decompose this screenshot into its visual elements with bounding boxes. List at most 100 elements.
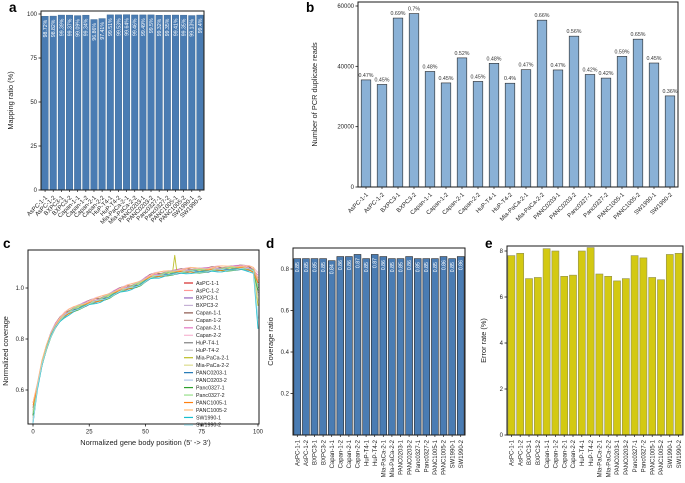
svg-text:0.86: 0.86 [338,260,344,270]
svg-text:BXPC3-2: BXPC3-2 [321,439,327,465]
svg-text:Panc0327-2: Panc0327-2 [642,439,648,472]
svg-text:SW1990-1: SW1990-1 [668,439,674,468]
svg-text:BXPC3-2: BXPC3-2 [196,303,218,309]
bars [507,247,683,436]
svg-text:98.72%: 98.72% [43,19,49,37]
svg-text:99.09%: 99.09% [76,19,82,37]
legend: AsPC-1-1AsPC-1-2BXPC3-1BXPC3-2Capan-1-1C… [184,281,229,429]
svg-text:0.47%: 0.47% [518,63,533,69]
svg-text:0.8: 0.8 [16,337,25,343]
svg-text:99.34%: 99.34% [84,18,90,36]
svg-text:BXPC3-1: BXPC3-1 [313,439,319,465]
svg-text:Panc0327-1: Panc0327-1 [633,439,639,472]
svg-text:99.37%: 99.37% [67,18,73,36]
svg-text:Capan-1-2: Capan-1-2 [554,439,560,468]
svg-text:Capan-1-1: Capan-1-1 [196,311,221,317]
svg-text:99.41%: 99.41% [173,18,179,36]
svg-text:99.39%: 99.39% [59,18,65,36]
svg-text:0.85: 0.85 [398,262,404,272]
svg-text:0.42%: 0.42% [598,71,613,77]
svg-text:0.85: 0.85 [304,262,310,272]
svg-text:0.65%: 0.65% [630,32,645,38]
svg-text:99.64%: 99.64% [124,18,130,36]
svg-text:0.85: 0.85 [416,262,422,272]
svg-text:SW1990-1: SW1990-1 [450,439,456,468]
svg-text:40000: 40000 [337,64,354,70]
svg-text:20000: 20000 [337,125,354,131]
svg-text:99.4%: 99.4% [198,18,204,33]
svg-text:PANC0203-1: PANC0203-1 [196,370,227,376]
svg-text:0.85: 0.85 [364,262,370,272]
svg-text:Capan-2-1: Capan-2-1 [196,326,221,332]
svg-text:AsPC-1-2: AsPC-1-2 [518,439,524,466]
svg-text:0.86: 0.86 [459,260,465,270]
svg-text:Panc0327-2: Panc0327-2 [196,393,225,399]
svg-text:Panc0327-1: Panc0327-1 [416,439,422,472]
svg-text:99.49%: 99.49% [141,18,147,36]
svg-text:0.69%: 0.69% [390,11,405,17]
svg-text:Normalized gene body position: Normalized gene body position (5' -> 3') [80,438,210,447]
svg-text:0.85: 0.85 [433,262,439,272]
bars [360,13,676,188]
svg-text:0.85: 0.85 [424,262,430,272]
svg-text:Panc0327-2: Panc0327-2 [425,439,431,472]
panel-letter-a: a [9,0,17,15]
svg-text:0.59%: 0.59% [614,49,629,55]
svg-text:0.6: 0.6 [16,388,25,394]
panel-letter-b: b [306,0,315,15]
svg-text:PANC0203-2: PANC0203-2 [624,439,630,475]
svg-text:AsPC-1-1: AsPC-1-1 [196,281,219,287]
svg-text:0.4%: 0.4% [504,76,516,82]
series-line [32,268,259,424]
svg-text:BXPC3-1: BXPC3-1 [196,296,218,302]
svg-text:PANC1005-2: PANC1005-2 [659,439,665,475]
svg-text:0.86: 0.86 [347,260,353,270]
svg-text:PANC0203-1: PANC0203-1 [399,439,405,475]
svg-text:AsPC-1-1: AsPC-1-1 [510,439,516,466]
svg-text:Capan-2-2: Capan-2-2 [196,333,221,339]
svg-text:100: 100 [27,12,38,18]
svg-text:BXPC3-1: BXPC3-1 [527,439,533,465]
svg-text:60000: 60000 [337,4,354,10]
svg-text:0.87: 0.87 [373,258,379,268]
svg-text:0: 0 [351,185,355,191]
svg-text:Normalized coverage: Normalized coverage [1,316,10,386]
svg-text:0.85: 0.85 [321,262,327,272]
svg-text:0.45%: 0.45% [646,56,661,62]
svg-text:Capan-1-2: Capan-1-2 [339,439,345,468]
svg-text:PANC1005-1: PANC1005-1 [650,439,656,475]
svg-text:97.41%: 97.41% [100,22,106,40]
svg-text:6: 6 [500,295,504,301]
svg-text:1.0: 1.0 [16,286,25,292]
svg-text:99.53%: 99.53% [116,18,122,36]
svg-text:PANC0203-2: PANC0203-2 [196,378,227,384]
svg-text:Capan-2-1: Capan-2-1 [562,439,568,468]
panel-letter-d: d [266,236,275,251]
bars [293,254,465,436]
svg-text:0.36%: 0.36% [662,89,677,95]
svg-text:PANC1005-2: PANC1005-2 [442,439,448,475]
svg-text:25: 25 [86,430,93,436]
svg-text:99.35%: 99.35% [165,18,171,36]
svg-text:99.35%: 99.35% [182,18,188,36]
svg-text:HuP-T4-2: HuP-T4-2 [589,439,595,466]
svg-text:0.47%: 0.47% [358,73,373,79]
svg-text:BXPC3-2: BXPC3-2 [536,439,542,465]
svg-text:PANC1005-1: PANC1005-1 [433,439,439,475]
svg-text:Mapping ratio (%): Mapping ratio (%) [6,71,15,129]
svg-text:0.86: 0.86 [441,260,447,270]
svg-text:2: 2 [500,387,504,393]
svg-text:Mia-PaCa-2-1: Mia-PaCa-2-1 [382,439,388,477]
panel-c-chart: 0.6 0.8 1.0 0 25 50 75 100 Normalized gene body … [1,249,264,447]
svg-text:0.47%: 0.47% [550,63,565,69]
series-line [32,265,259,403]
svg-text:PANC0203-1: PANC0203-1 [615,439,621,475]
panel-letter-e: e [485,236,493,251]
svg-text:0.84: 0.84 [330,264,336,274]
svg-text:Mia-PaCa-2-1: Mia-PaCa-2-1 [598,439,604,477]
svg-text:98.82%: 98.82% [51,19,57,37]
svg-text:0.52%: 0.52% [454,51,469,57]
svg-text:0.85: 0.85 [295,262,301,272]
svg-text:HuP-T4-1: HuP-T4-1 [364,439,370,466]
